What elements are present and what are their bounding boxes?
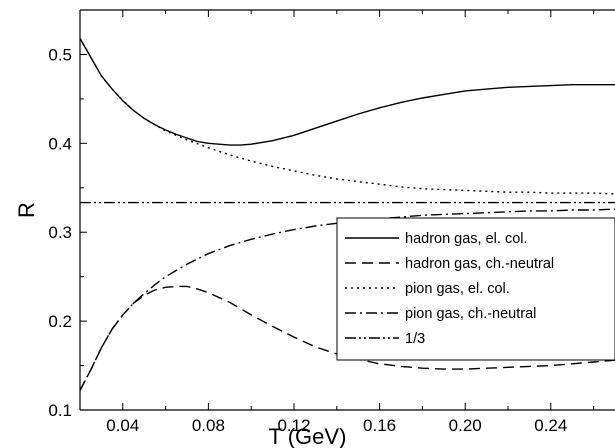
y-tick-label: 0.5 (48, 45, 72, 64)
y-axis-label: R (14, 202, 39, 218)
legend-label-4: pion gas, ch.-neutral (405, 306, 536, 322)
series-line-1 (80, 38, 615, 146)
axes-layer: 0.04 0.08 0.12 0.16 0.20 0.24 0.1 0.2 0.3 0.4 0.5 T… (14, 9, 615, 448)
x-tick-label: 0.20 (449, 416, 482, 435)
x-tick-label: 0.12 (277, 416, 310, 435)
x-tick-label: 0.24 (534, 416, 567, 435)
series-layer (80, 38, 615, 391)
x-tick-label: 0.04 (106, 416, 139, 435)
y-tick-label: 0.2 (48, 312, 72, 331)
legend: hadron gas, el. col. hadron gas, ch.-neut… (336, 217, 615, 361)
y-tick-label: 0.1 (48, 401, 72, 420)
series-line-4 (80, 208, 615, 391)
legend-box (336, 217, 615, 361)
series-line-3 (80, 38, 615, 195)
y-tick-label: 0.3 (48, 223, 72, 242)
legend-label-1: hadron gas, el. col. (405, 231, 528, 247)
x-tick-label: 0.08 (192, 416, 225, 435)
x-axis-label: T (GeV) (269, 424, 347, 448)
legend-label-3: pion gas, el. col. (405, 281, 510, 297)
legend-label-2: hadron gas, ch.-neutral (405, 256, 554, 272)
y-tick-label: 0.4 (48, 134, 72, 153)
legend-label-5: 1/3 (405, 331, 425, 347)
x-tick-label: 0.16 (363, 416, 396, 435)
